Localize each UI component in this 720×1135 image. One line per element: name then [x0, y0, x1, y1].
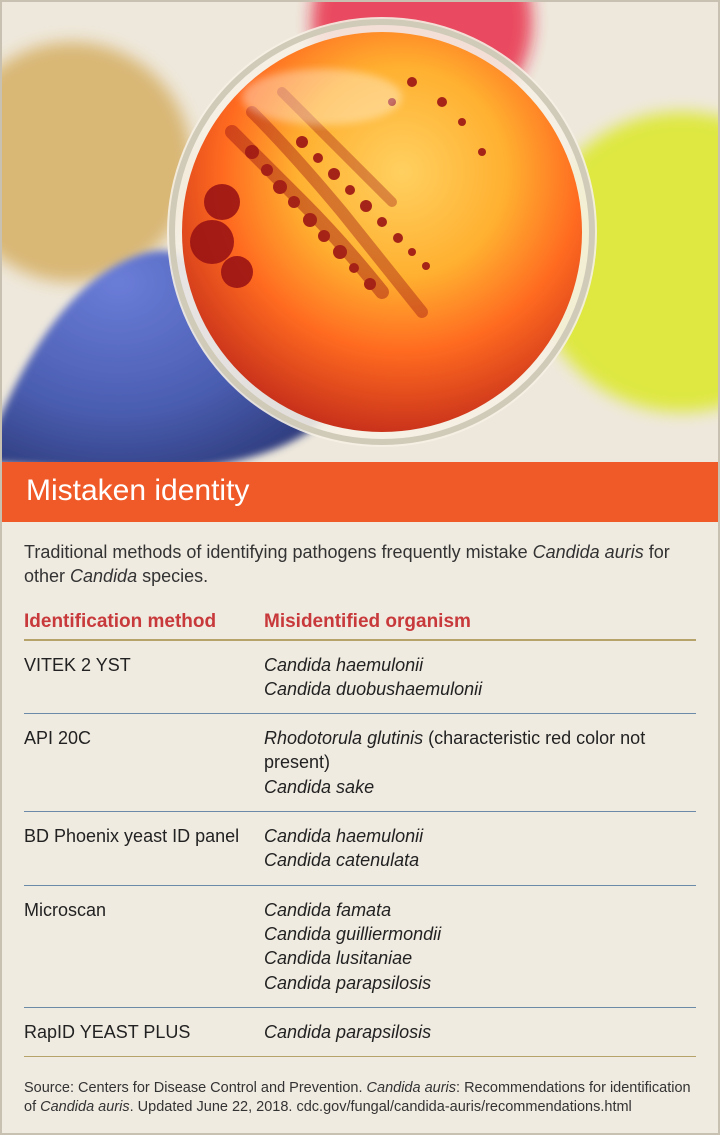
table-row: MicroscanCandida famata Candida guillierm… [24, 885, 696, 1007]
misidentification-table: Identification method Misidentified orga… [24, 603, 696, 1058]
organism-name: Candida parapsilosis [264, 973, 431, 993]
organism-name: Candida haemulonii [264, 655, 423, 675]
organism-name: Candida sake [264, 777, 374, 797]
cell-organisms: Rhodotorula glutinis (characteristic red… [264, 714, 696, 812]
organism-line: Candida guilliermondii [264, 922, 696, 946]
organism-line: Candida haemulonii [264, 824, 696, 848]
source-post: . Updated June 22, 2018. cdc.gov/fungal/… [130, 1099, 632, 1115]
source-ital2: Candida auris [40, 1099, 129, 1115]
organism-line: Candida haemulonii [264, 653, 696, 677]
organism-line: Candida lusitaniae [264, 946, 696, 970]
cell-method: BD Phoenix yeast ID panel [24, 812, 264, 886]
organism-name: Candida parapsilosis [264, 1022, 431, 1042]
intro-paragraph: Traditional methods of identifying patho… [2, 522, 718, 597]
intro-ital1: Candida auris [533, 542, 644, 562]
table-row: API 20CRhodotorula glutinis (characteris… [24, 714, 696, 812]
organism-name: Candida guilliermondii [264, 924, 441, 944]
col-header-organism: Misidentified organism [264, 603, 696, 640]
cell-method: API 20C [24, 714, 264, 812]
intro-ital2: Candida [70, 566, 137, 586]
title-bar: Mistaken identity [2, 462, 718, 522]
title-text: Mistaken identity [26, 474, 249, 507]
col-header-method: Identification method [24, 603, 264, 640]
organism-line: Candida parapsilosis [264, 1020, 696, 1044]
cell-organisms: Candida haemulonii Candida duobushaemulon… [264, 640, 696, 714]
cell-method: VITEK 2 YST [24, 640, 264, 714]
cell-organisms: Candida famata Candida guilliermondii Cand… [264, 885, 696, 1007]
hero-image [2, 2, 718, 462]
cell-method: RapID YEAST PLUS [24, 1007, 264, 1056]
organism-line: Candida duobushaemulonii [264, 677, 696, 701]
cell-organisms: Candida haemulonii Candida catenulata [264, 812, 696, 886]
organism-name: Candida catenulata [264, 850, 419, 870]
table-wrap: Identification method Misidentified orga… [2, 597, 718, 1070]
organism-line: Rhodotorula glutinis (characteristic red… [264, 726, 696, 775]
organism-line: Candida catenulata [264, 848, 696, 872]
cell-organisms: Candida parapsilosis [264, 1007, 696, 1056]
table-row: BD Phoenix yeast ID panelCandida haemulo… [24, 812, 696, 886]
infographic-container: Mistaken identity Traditional methods of… [0, 0, 720, 1135]
table-body: VITEK 2 YSTCandida haemuloniiCandida duo… [24, 640, 696, 1057]
organism-line: Candida parapsilosis [264, 971, 696, 995]
cell-method: Microscan [24, 885, 264, 1007]
table-row: RapID YEAST PLUSCandida parapsilosis [24, 1007, 696, 1056]
organism-name: Candida duobushaemulonii [264, 679, 482, 699]
table-row: VITEK 2 YSTCandida haemulonii Candida duo… [24, 640, 696, 714]
organism-name: Candida lusitaniae [264, 948, 412, 968]
intro-pre: Traditional methods of identifying patho… [24, 542, 533, 562]
organism-name: Rhodotorula glutinis [264, 728, 423, 748]
source-citation: Source: Centers for Disease Control and … [2, 1069, 718, 1133]
organism-name: Candida famata [264, 900, 391, 920]
organism-name: Candida haemulonii [264, 826, 423, 846]
intro-post: species. [137, 566, 208, 586]
organism-line: Candida famata [264, 898, 696, 922]
petri-dish-illustration [2, 2, 718, 462]
organism-line: Candida sake [264, 775, 696, 799]
